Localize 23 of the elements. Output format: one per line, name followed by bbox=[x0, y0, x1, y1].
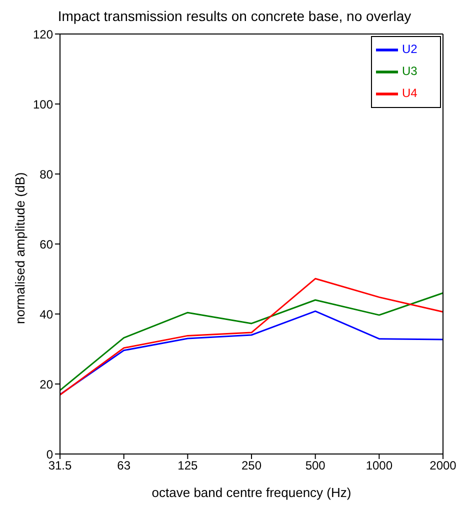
y-tick-label: 0 bbox=[46, 447, 54, 462]
legend-label: U2 bbox=[402, 42, 418, 56]
x-tick-label: 125 bbox=[178, 458, 198, 473]
x-axis-title: octave band centre frequency (Hz) bbox=[152, 485, 352, 500]
y-tick-label: 40 bbox=[40, 307, 54, 322]
x-tick-label: 1000 bbox=[366, 458, 393, 473]
x-tick-label: 31.5 bbox=[48, 458, 72, 473]
line-series bbox=[59, 278, 444, 396]
chart-title: Impact transmission results on concrete base, no overlay bbox=[56, 8, 412, 26]
x-tick-label: 2000 bbox=[430, 458, 457, 473]
y-tick-label: 60 bbox=[40, 237, 54, 252]
y-tick-label: 100 bbox=[32, 97, 54, 112]
x-tick-label: 63 bbox=[117, 458, 131, 473]
x-tick-label: 250 bbox=[241, 458, 262, 473]
legend-label: U4 bbox=[402, 86, 418, 100]
line-series bbox=[59, 310, 444, 396]
legend-label: U3 bbox=[402, 64, 418, 78]
y-tick-label: 120 bbox=[32, 27, 54, 42]
y-tick-label: 80 bbox=[40, 167, 54, 182]
y-axis-title: normalised amplitude (dB) bbox=[12, 172, 28, 324]
y-tick-label: 20 bbox=[40, 377, 54, 392]
x-tick-label: 500 bbox=[305, 458, 326, 473]
line-series bbox=[59, 292, 444, 392]
